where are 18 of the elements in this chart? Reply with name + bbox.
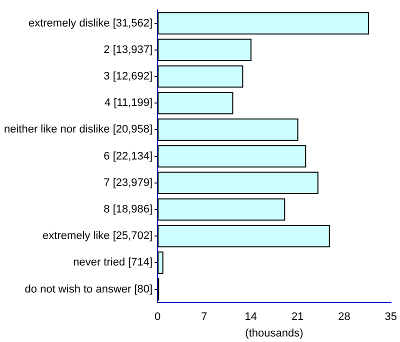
y-tick-label: 7 [23,979] — [104, 176, 153, 189]
x-tick-label: 35 — [384, 311, 398, 324]
y-tick-label: 8 [18,986] — [104, 204, 153, 216]
x-tick-label: 7 — [201, 311, 208, 324]
y-tick-label: 6 [22,134] — [104, 150, 153, 162]
y-tick-label: never tried [714] — [73, 256, 153, 269]
x-tick-label: 21 — [291, 311, 304, 324]
y-tick-label: 2 [13,937] — [104, 44, 153, 56]
y-tick-label: 3 [12,692] — [104, 70, 153, 83]
x-tick-label: 0 — [154, 311, 161, 324]
y-tick-label: do not wish to answer [80] — [24, 283, 153, 296]
x-tick-label: 28 — [338, 311, 350, 324]
y-tick-label: neither like nor dislike [20,958] — [4, 124, 153, 136]
y-tick-label: extremely like [25,702] — [42, 230, 153, 242]
y-tick-label: 4 [11,199] — [104, 97, 153, 110]
y-tick-label: extremely dislike [31,562] — [28, 17, 153, 30]
x-tick-label: 14 — [244, 311, 258, 324]
x-axis-title: (thousands) — [245, 327, 304, 340]
